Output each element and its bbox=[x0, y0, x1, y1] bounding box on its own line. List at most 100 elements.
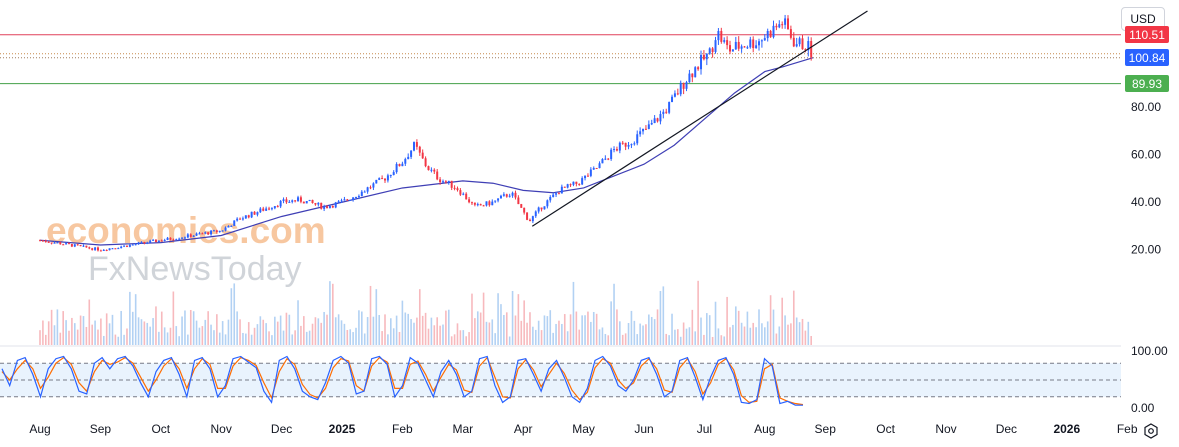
candle-body bbox=[671, 96, 674, 103]
candle-body bbox=[415, 142, 418, 147]
volume-bar bbox=[390, 318, 392, 345]
candle-body bbox=[378, 178, 381, 180]
candle-body bbox=[99, 250, 102, 252]
candle-body bbox=[801, 38, 804, 50]
candle-body bbox=[265, 208, 268, 211]
candle-body bbox=[595, 167, 598, 169]
volume-bar bbox=[366, 317, 369, 345]
candle-body bbox=[482, 205, 485, 207]
candle-body bbox=[178, 238, 181, 240]
stochastic-band bbox=[0, 345, 1121, 398]
volume-bar bbox=[242, 332, 244, 345]
trendline[interactable] bbox=[531, 10, 868, 227]
volume-bar bbox=[792, 290, 795, 345]
volume-bar bbox=[766, 321, 769, 345]
volume-bar bbox=[102, 335, 105, 345]
candle-body bbox=[131, 244, 134, 246]
volume-bar bbox=[407, 313, 409, 345]
volume-bar bbox=[430, 317, 433, 345]
candle-body bbox=[615, 149, 618, 151]
time-axis[interactable]: Aug Sep Oct Nov Dec 2025 Feb Mar Apr May Jun Jul Aug… bbox=[29, 422, 1138, 436]
volume-bar bbox=[291, 334, 294, 345]
volume-bar bbox=[433, 325, 436, 345]
price-axis[interactable]: 80.00 60.00 40.00 20.00 100.00 0.00 bbox=[1131, 100, 1168, 415]
volume-bar bbox=[230, 288, 233, 345]
volume-bar bbox=[50, 309, 53, 345]
volume-bar bbox=[111, 314, 114, 345]
volume-bar bbox=[804, 330, 807, 345]
ascending-trendline[interactable] bbox=[531, 10, 868, 227]
candle-body bbox=[647, 124, 650, 129]
candle-body bbox=[563, 186, 566, 188]
candle-body bbox=[395, 164, 398, 173]
candle-body bbox=[676, 93, 679, 95]
volume-bar bbox=[387, 334, 389, 345]
candle-body bbox=[456, 188, 459, 191]
volume-bar bbox=[723, 336, 726, 345]
volume-bar bbox=[181, 316, 183, 345]
candle-body bbox=[734, 41, 737, 50]
candle-body bbox=[444, 181, 447, 183]
volume-bar bbox=[674, 329, 676, 345]
time-axis-tick-label: Nov bbox=[211, 422, 232, 436]
volume-bar bbox=[656, 309, 659, 345]
candle-body bbox=[668, 102, 671, 113]
volume-bar bbox=[471, 293, 473, 345]
volume-bar bbox=[152, 318, 154, 345]
candle-body bbox=[314, 203, 317, 205]
volume-bar bbox=[465, 336, 467, 345]
chart-settings-icon[interactable] bbox=[1140, 420, 1162, 442]
candle-body bbox=[607, 158, 610, 160]
stochastic-axis-tick-label: 0.00 bbox=[1131, 401, 1155, 415]
candle-body bbox=[453, 187, 456, 189]
volume-bar bbox=[453, 334, 456, 345]
volume-bar bbox=[175, 326, 178, 345]
candle-body bbox=[653, 118, 656, 124]
candle-body bbox=[166, 237, 169, 240]
candle-body bbox=[528, 219, 531, 222]
volume-bar bbox=[100, 318, 102, 345]
volume-bar bbox=[363, 333, 366, 345]
volume-bar bbox=[288, 314, 291, 345]
volume-bar bbox=[601, 327, 604, 345]
candle-body bbox=[589, 169, 592, 176]
volume-bar bbox=[540, 330, 543, 345]
time-axis-tick-label: Dec bbox=[996, 422, 1017, 436]
volume-bar bbox=[375, 289, 378, 345]
volume-bar bbox=[65, 320, 67, 345]
candle-body bbox=[746, 47, 749, 49]
volume-bar bbox=[129, 291, 131, 345]
candle-body bbox=[259, 208, 262, 213]
volume-bar bbox=[555, 323, 557, 345]
volume-bar bbox=[372, 316, 375, 345]
volume-bar bbox=[616, 309, 618, 345]
moving-average-line bbox=[39, 57, 814, 246]
candle-body bbox=[566, 184, 569, 188]
candle-body bbox=[604, 158, 607, 160]
volume-bar bbox=[798, 322, 801, 345]
volume-bar bbox=[476, 311, 479, 345]
volume-bar bbox=[158, 331, 160, 345]
volume-bar bbox=[416, 317, 418, 345]
candle-body bbox=[326, 206, 329, 208]
volume-bar bbox=[630, 310, 633, 345]
volume-bar bbox=[694, 331, 697, 345]
volume-bar bbox=[706, 313, 708, 345]
volume-bar bbox=[784, 315, 786, 345]
volume-bar bbox=[787, 324, 789, 345]
candle-body bbox=[569, 184, 572, 186]
candle-body bbox=[743, 46, 746, 48]
watermark-fxnewstoday: FxNewsToday bbox=[88, 250, 302, 288]
candle-body bbox=[114, 248, 117, 250]
candle-body bbox=[459, 190, 462, 195]
candle-body bbox=[642, 128, 645, 132]
volume-bar bbox=[740, 322, 743, 345]
candle-body bbox=[694, 67, 697, 78]
volume-bar bbox=[610, 301, 612, 345]
candle-body bbox=[352, 197, 355, 200]
candle-body bbox=[276, 206, 279, 208]
candle-body bbox=[575, 181, 578, 184]
candle-body bbox=[392, 172, 395, 176]
volume-bar bbox=[650, 316, 653, 345]
